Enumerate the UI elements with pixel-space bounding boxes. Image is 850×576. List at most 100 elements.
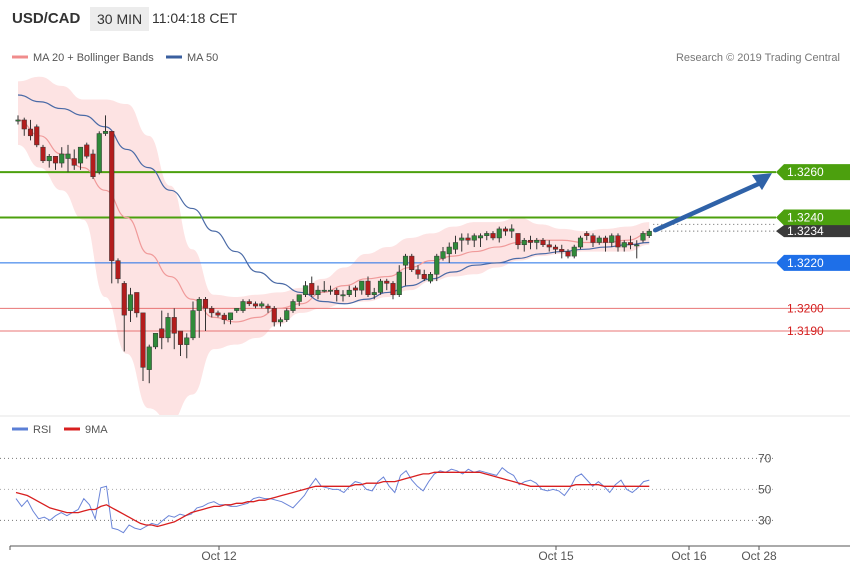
candle <box>259 301 265 309</box>
candle-body <box>171 317 177 334</box>
candle-body <box>290 301 296 311</box>
candle-body <box>115 260 121 280</box>
candle <box>140 312 146 381</box>
candle-body <box>340 294 346 297</box>
rsi-tick-label: 30 <box>758 513 772 527</box>
price-badge-pivot: 1.3220 <box>776 254 850 271</box>
price-badge-resistance: 1.3260 <box>776 164 850 181</box>
candle-body <box>27 128 34 137</box>
candle <box>177 330 184 356</box>
candle-body <box>534 239 540 243</box>
candle <box>202 296 209 332</box>
candle-body <box>296 294 302 302</box>
candle <box>502 226 509 236</box>
candle-body <box>396 271 402 295</box>
candle <box>465 233 471 245</box>
candle <box>565 249 571 259</box>
candle <box>265 303 271 313</box>
legend-9ma-label: 9MA <box>85 424 108 436</box>
candle <box>415 265 421 279</box>
candle <box>609 233 615 248</box>
candle-body <box>246 301 252 305</box>
candle-body <box>509 228 515 232</box>
candle-body <box>46 156 52 162</box>
symbol-label: USD/CAD <box>12 10 81 27</box>
rsi-tick-label: 50 <box>758 482 772 496</box>
candle <box>127 287 134 322</box>
price-badge-bg <box>776 254 850 271</box>
candle <box>315 285 321 300</box>
candle-body <box>421 274 427 280</box>
candle <box>96 131 102 175</box>
candle <box>602 235 609 252</box>
candle <box>296 294 302 307</box>
candle <box>134 292 140 318</box>
candle <box>390 281 396 300</box>
price-badge-label: 1.3234 <box>787 224 824 238</box>
candle-body <box>640 233 646 241</box>
candle <box>521 237 527 252</box>
candle-body <box>77 146 84 164</box>
candle <box>352 285 359 297</box>
candle-body <box>209 308 215 314</box>
timeframe-button[interactable]: 30 MIN <box>90 7 150 31</box>
candle-body <box>59 153 65 164</box>
candle <box>534 237 540 250</box>
candle-body <box>309 283 315 295</box>
candle <box>546 240 552 252</box>
candle <box>65 144 71 173</box>
candle-body <box>634 244 640 247</box>
forecast-arrow-head <box>752 173 772 191</box>
candle-body <box>152 333 159 348</box>
candle <box>165 312 171 343</box>
candle-body <box>227 312 234 320</box>
candle-body <box>434 255 440 275</box>
candle-body <box>134 292 140 314</box>
candle-body <box>121 283 127 316</box>
candle-body <box>390 283 396 295</box>
level-label-support: 1.3190 <box>787 324 824 338</box>
candle-body <box>402 255 409 266</box>
candle <box>384 278 390 291</box>
candle <box>596 235 602 245</box>
candle-body <box>596 237 602 243</box>
candle-body <box>21 119 27 130</box>
candle-body <box>284 310 290 320</box>
price-badge-bg <box>776 225 850 238</box>
price-badge-label: 1.3220 <box>787 256 824 270</box>
x-tick-label: Oct 15 <box>538 549 574 563</box>
candle-body <box>502 228 509 232</box>
chart-header: USD/CAD 30 MIN 11:04:18 CET <box>0 0 850 40</box>
candle-body <box>96 133 102 173</box>
legend-ma50-label: MA 50 <box>187 52 218 64</box>
candle-body <box>646 230 652 236</box>
candle-body <box>477 235 484 239</box>
candle-body <box>71 158 77 166</box>
candle <box>90 149 96 179</box>
candle-body <box>521 239 527 246</box>
candle <box>71 149 77 170</box>
candle-body <box>571 246 577 257</box>
candle <box>27 119 34 141</box>
candle-body <box>621 242 627 248</box>
candle-body <box>259 303 265 307</box>
candle <box>377 278 384 295</box>
price-badge-bg <box>776 209 850 226</box>
candle <box>440 247 446 261</box>
candle <box>109 131 115 284</box>
price-badge-resistance: 1.3240 <box>776 209 850 226</box>
candle <box>396 265 402 297</box>
candle <box>184 333 190 359</box>
candle <box>196 296 202 338</box>
candle <box>15 115 21 125</box>
candle-body <box>496 228 502 239</box>
price-badge-bg <box>776 164 850 181</box>
candle-body <box>515 233 521 246</box>
candle-body <box>65 153 71 159</box>
rsi-9ma-line <box>15 471 650 528</box>
candle <box>615 233 621 252</box>
candle-body <box>552 246 559 250</box>
candle <box>571 244 577 259</box>
